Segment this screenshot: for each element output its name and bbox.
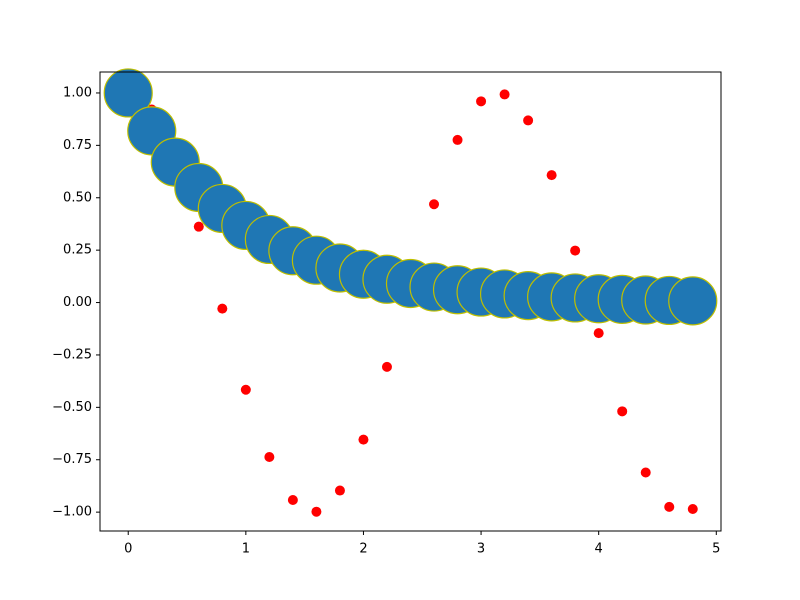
x-tick-label: 3: [477, 542, 485, 557]
y-tick-label: −0.25: [52, 347, 92, 362]
scatter-point: [452, 134, 463, 145]
x-tick-label: 1: [242, 542, 250, 557]
scatter-point: [687, 503, 698, 514]
x-tick-label: 4: [595, 542, 603, 557]
y-tick-label: 0.25: [63, 243, 92, 258]
scatter-point: [476, 96, 487, 107]
axes-frame: [99, 71, 722, 532]
scatter-point: [546, 170, 557, 181]
y-tick-label: 0.50: [63, 190, 92, 205]
scatter-point: [287, 494, 298, 505]
scatter-point: [640, 467, 651, 478]
scatter-point: [499, 89, 510, 100]
y-tick-label: 0.75: [63, 138, 92, 153]
scatter-point: [570, 245, 581, 256]
bubble-point: [668, 276, 718, 326]
scatter-point: [217, 303, 228, 314]
y-tick-label: −0.75: [52, 452, 92, 467]
scatter-point: [311, 506, 322, 517]
scatter-point: [523, 115, 534, 126]
plot-area: [103, 68, 718, 517]
y-tick-label: −1.00: [52, 505, 92, 520]
y-tick-label: 0.00: [63, 295, 92, 310]
scatter-point: [593, 328, 604, 339]
scatter-point: [240, 384, 251, 395]
scatter-point: [193, 221, 204, 232]
scatter-point: [617, 406, 628, 417]
x-tick-label: 5: [712, 542, 720, 557]
scatter-point: [381, 361, 392, 372]
y-tick-label: 1.00: [63, 85, 92, 100]
scatter-point: [664, 501, 675, 512]
y-tick-label: −0.50: [52, 400, 92, 415]
scatter-point: [429, 199, 440, 210]
scatter-point: [358, 434, 369, 445]
x-tick-label: 2: [359, 542, 367, 557]
bubble-point: [103, 68, 153, 118]
scatter-point: [264, 452, 275, 463]
x-tick-label: 0: [124, 542, 132, 557]
scatter-point: [334, 485, 345, 496]
